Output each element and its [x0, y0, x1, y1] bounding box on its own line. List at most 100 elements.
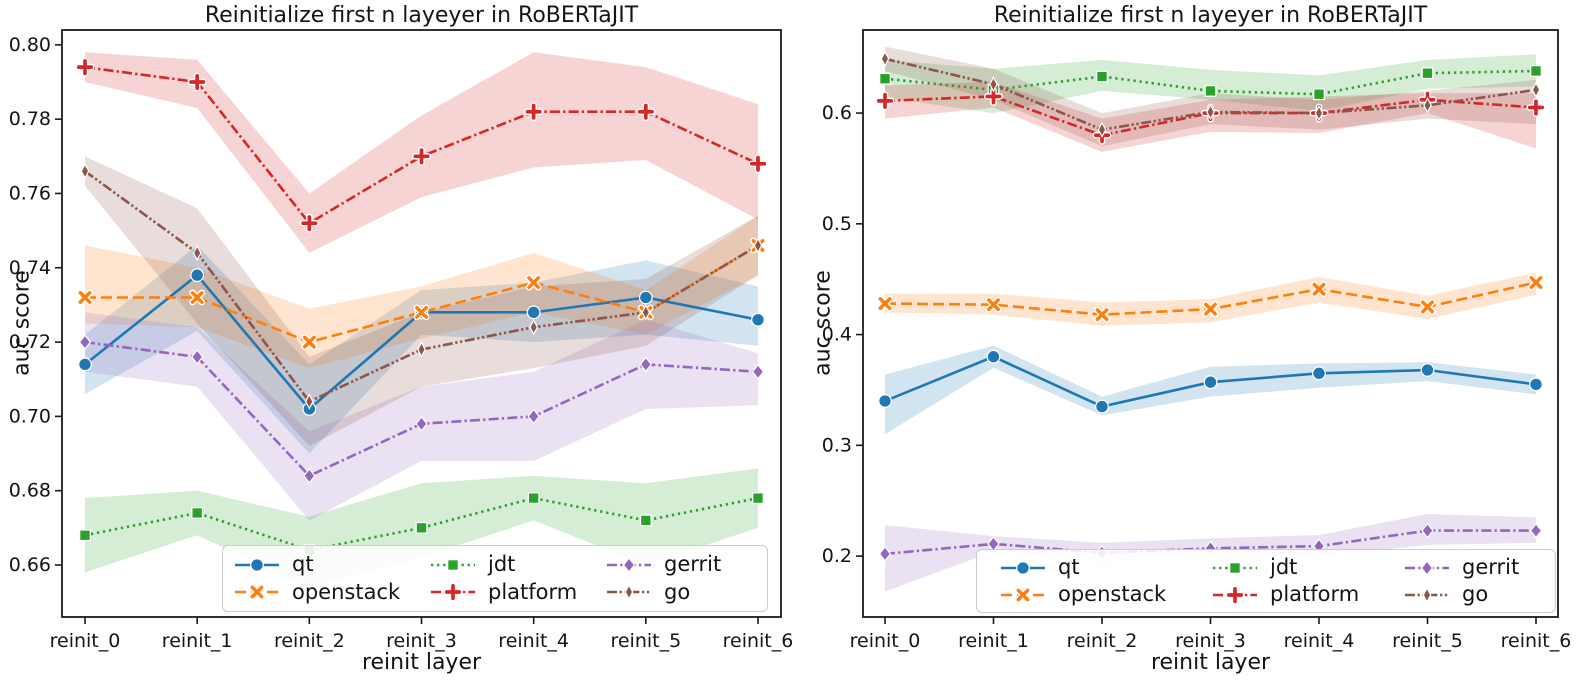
marker-platform-4 — [525, 103, 542, 120]
legend-item-gerrit: gerrit — [1403, 557, 1545, 579]
marker-qt-6 — [1529, 377, 1543, 392]
y-tick-label: 0.76 — [9, 182, 51, 204]
legend-sample-platform — [431, 582, 475, 602]
marker-qt-4 — [526, 305, 541, 320]
marker-platform-3 — [413, 148, 430, 165]
x-tick-label: reinit_1 — [162, 630, 233, 652]
marker-openstack-1 — [987, 298, 1000, 312]
marker-qt-5 — [1420, 363, 1435, 377]
marker-openstack-2 — [1095, 308, 1109, 322]
legend-item-go: go — [605, 581, 757, 603]
x-tick-label: reinit_2 — [1067, 630, 1138, 652]
marker-gerrit-0 — [878, 545, 892, 562]
legend-item-gerrit: gerrit — [605, 554, 757, 576]
legend-item-qt: qt — [233, 554, 429, 576]
right-chart-legend: qt jdt gerrit openstack platform go — [976, 549, 1556, 613]
legend-item-openstack: openstack — [999, 584, 1211, 606]
left-chart-title: Reinitialize first n layeyer in RoBERTaJ… — [204, 3, 639, 28]
marker-jdt-0 — [79, 529, 91, 542]
legend-label: qt — [292, 552, 314, 577]
marker-go-5 — [641, 304, 651, 321]
x-tick-label: reinit_3 — [386, 630, 457, 652]
marker-qt-0 — [878, 394, 892, 408]
marker-gerrit-2 — [303, 467, 316, 484]
x-tick-label: reinit_5 — [1392, 630, 1463, 652]
marker-go-2 — [1097, 121, 1107, 138]
y-tick-label: 0.3 — [822, 434, 852, 456]
legend-label: openstack — [292, 579, 401, 604]
marker-jdt-2 — [1096, 70, 1108, 83]
marker-openstack-3 — [415, 305, 428, 319]
legend-sample-go — [607, 584, 651, 601]
marker-go-1 — [989, 76, 998, 93]
marker-jdt-6 — [1530, 65, 1542, 77]
x-tick-label: reinit_6 — [723, 630, 794, 652]
legend-sample-openstack — [1001, 586, 1045, 603]
y-tick-label: 0.78 — [9, 108, 51, 130]
marker-jdt-5 — [639, 514, 652, 527]
legend-label: platform — [1270, 582, 1360, 606]
marker-gerrit-4 — [527, 408, 540, 425]
marker-qt-3 — [1203, 375, 1218, 390]
band-qt — [885, 345, 1536, 435]
marker-platform-6 — [1527, 99, 1545, 116]
legend-label: platform — [488, 579, 578, 604]
left-chart-ylabel: auc score — [9, 270, 35, 376]
legend-item-platform: platform — [1211, 584, 1403, 606]
legend-sample-gerrit — [1405, 559, 1449, 576]
marker-go-0 — [80, 162, 90, 180]
marker-jdt-3 — [415, 521, 428, 534]
marker-go-3 — [417, 341, 426, 358]
marker-qt-6 — [751, 312, 765, 327]
legend-label: jdt — [1270, 555, 1298, 579]
marker-openstack-2 — [302, 335, 316, 349]
marker-platform-2 — [301, 215, 318, 232]
legend-marker-platform — [1226, 586, 1244, 603]
x-tick-label: reinit_0 — [50, 630, 121, 652]
marker-go-6 — [753, 237, 763, 254]
marker-jdt-1 — [191, 507, 204, 519]
x-tick-label: reinit_0 — [850, 630, 921, 652]
marker-platform-0 — [76, 59, 94, 76]
legend-label: gerrit — [1462, 555, 1520, 579]
marker-jdt-4 — [527, 492, 540, 505]
x-tick-label: reinit_6 — [1501, 630, 1572, 652]
legend-marker-go — [624, 584, 634, 601]
marker-openstack-4 — [1312, 282, 1326, 296]
legend-item-qt: qt — [999, 557, 1211, 579]
legend-marker-platform — [444, 584, 462, 601]
legend-marker-qt — [250, 557, 264, 572]
y-tick-label: 0.5 — [822, 213, 852, 235]
legend-marker-go — [1422, 586, 1432, 603]
y-tick-label: 0.74 — [9, 257, 51, 279]
legend-label: openstack — [1058, 582, 1167, 606]
x-tick-label: reinit_4 — [1284, 630, 1355, 652]
legend-sample-qt — [235, 557, 279, 572]
marker-openstack-3 — [1204, 302, 1217, 316]
marker-go-2 — [304, 393, 314, 410]
x-tick-label: reinit_5 — [610, 630, 681, 652]
marker-jdt-5 — [1421, 67, 1434, 80]
marker-jdt-6 — [752, 492, 764, 505]
legend-label: jdt — [488, 552, 516, 577]
marker-gerrit-0 — [78, 334, 92, 350]
legend-label: gerrit — [664, 552, 722, 577]
marker-openstack-0 — [78, 291, 92, 304]
marker-platform-0 — [876, 92, 894, 109]
legend-item-openstack: openstack — [233, 581, 429, 603]
y-tick-label: 0.66 — [9, 554, 51, 576]
left-chart-xlabel: reinit layer — [361, 650, 482, 675]
legend-sample-platform — [1213, 585, 1257, 604]
legend-marker-jdt — [1229, 561, 1241, 574]
marker-go-5 — [1423, 97, 1432, 114]
band-openstack — [85, 215, 758, 369]
x-tick-label: reinit_1 — [958, 630, 1029, 652]
legend-marker-openstack — [1016, 588, 1030, 601]
legend-item-platform: platform — [429, 581, 605, 603]
marker-qt-1 — [190, 268, 205, 283]
marker-openstack-5 — [1421, 300, 1434, 314]
marker-go-6 — [1531, 81, 1541, 99]
marker-go-3 — [1206, 103, 1215, 121]
